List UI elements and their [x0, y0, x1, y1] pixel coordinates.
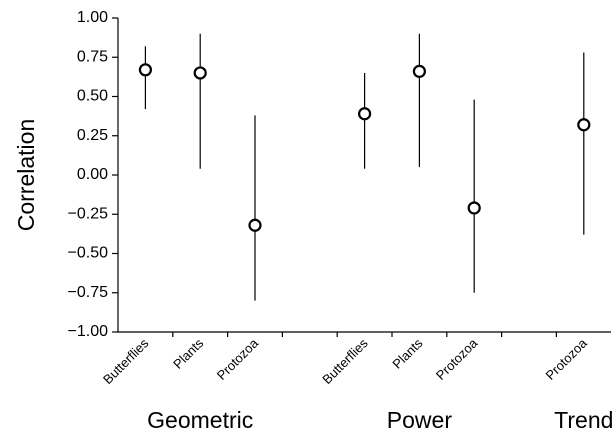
y-tick-label: 1.00: [77, 9, 108, 26]
x-tick-label: Plants: [170, 335, 207, 372]
y-axis-label: Correlation: [13, 119, 39, 232]
y-tick-label: −1.00: [68, 323, 109, 340]
x-tick-label: Protozoa: [433, 335, 481, 383]
y-tick-label: −0.50: [68, 245, 109, 262]
x-tick-label: Butterflies: [100, 335, 152, 387]
point: [577, 118, 591, 132]
x-tick-label: Butterflies: [319, 335, 371, 387]
x-tick-label: Plants: [389, 335, 426, 372]
point: [248, 218, 262, 232]
x-tick-label: Protozoa: [214, 335, 262, 383]
point: [467, 201, 481, 215]
y-tick-label: −0.75: [68, 284, 109, 301]
group-label: Geometric: [147, 407, 253, 433]
point: [412, 64, 426, 78]
y-tick-label: 0.75: [77, 48, 108, 65]
group-label: Power: [387, 407, 453, 433]
point: [358, 107, 372, 121]
x-tick-label: Protozoa: [543, 335, 591, 383]
group-label: Trend: [554, 407, 612, 433]
point: [138, 63, 152, 77]
y-tick-label: 0.00: [77, 166, 108, 183]
y-tick-label: 0.50: [77, 88, 108, 105]
y-tick-label: −0.25: [68, 205, 109, 222]
point: [193, 66, 207, 80]
y-tick-label: 0.25: [77, 127, 108, 144]
